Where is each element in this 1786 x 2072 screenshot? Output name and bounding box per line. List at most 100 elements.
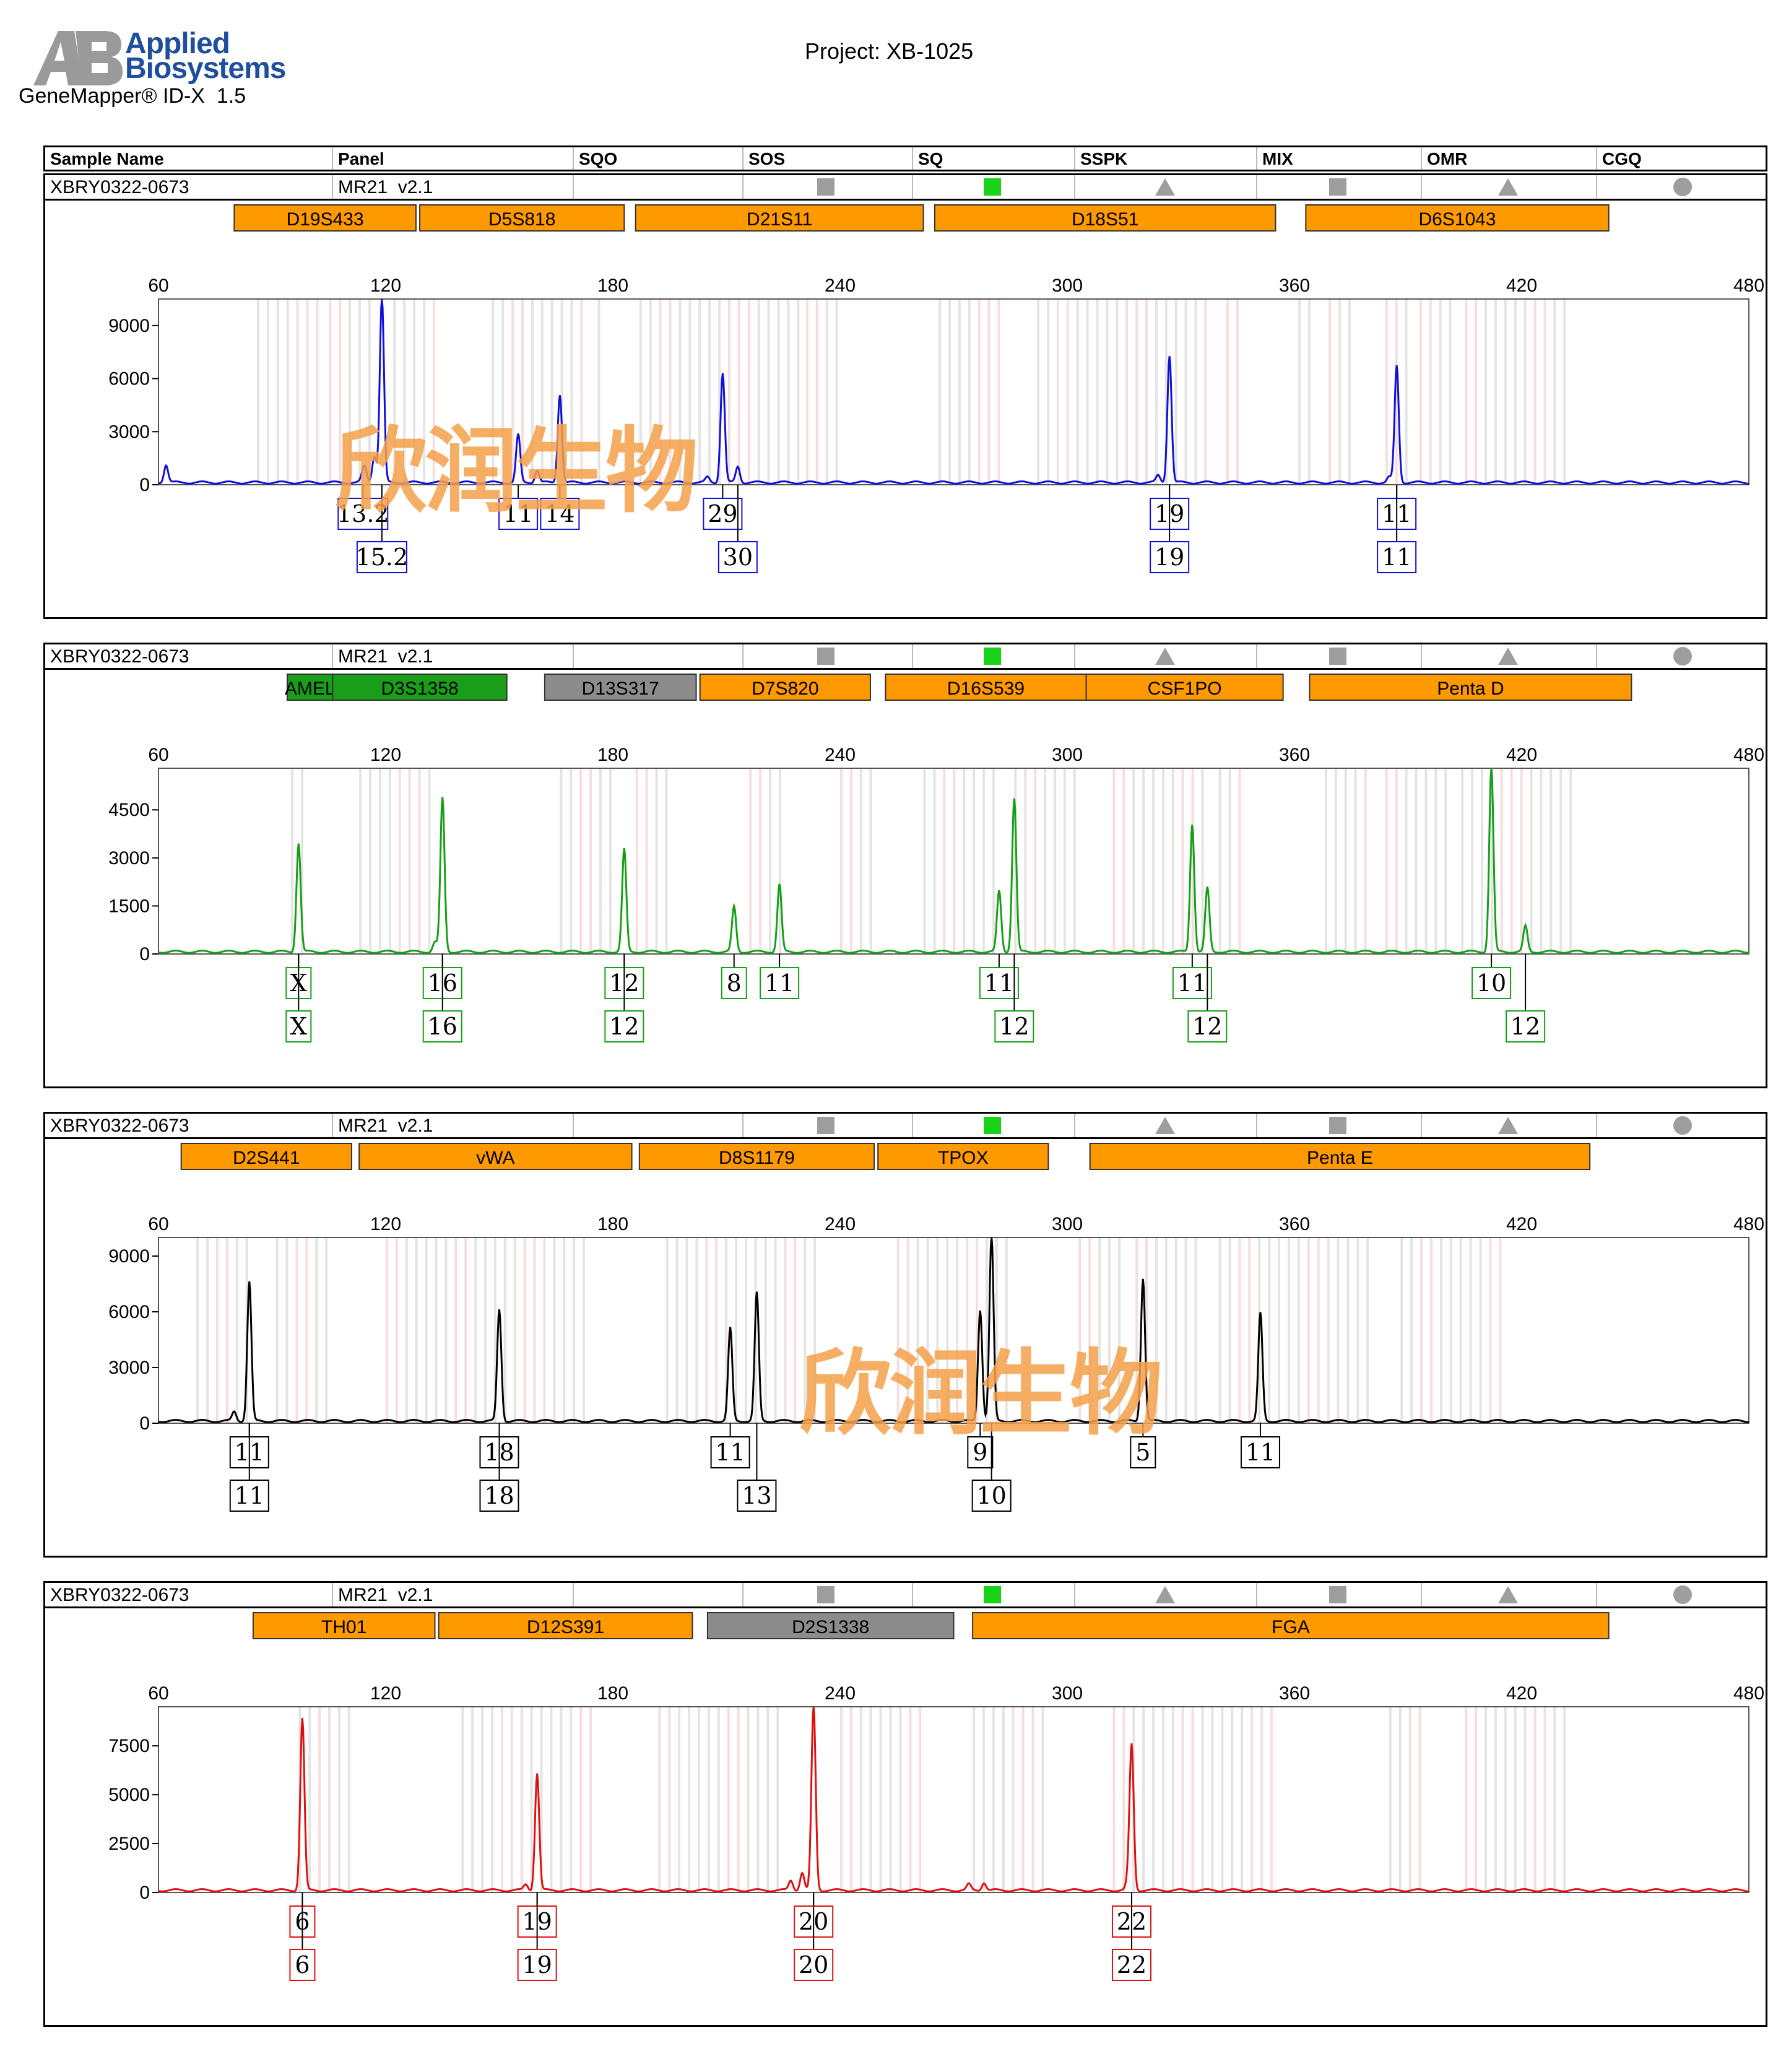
allele-call[interactable]: 11 xyxy=(229,1423,269,1512)
allele-call[interactable]: 12 xyxy=(604,954,644,1043)
marker-d2s441[interactable]: D2S441 xyxy=(180,1143,352,1170)
flag-triangle-icon[interactable] xyxy=(1498,647,1519,665)
flag-square-icon[interactable] xyxy=(982,1116,1004,1135)
flag-square-icon[interactable] xyxy=(982,178,1004,196)
flag-triangle-icon[interactable] xyxy=(1155,178,1176,196)
sample-row[interactable]: XBRY0322-0673 MR21 v2.1 xyxy=(45,644,1766,670)
x-tick-label: 480 xyxy=(1733,1214,1764,1234)
bin-line xyxy=(774,1238,777,1423)
marker-d5s818[interactable]: D5S818 xyxy=(419,204,625,232)
marker-d19s433[interactable]: D19S433 xyxy=(233,204,417,232)
flag-square-icon[interactable] xyxy=(816,647,837,665)
marker-th01[interactable]: TH01 xyxy=(252,1612,436,1639)
flag-square-icon[interactable] xyxy=(1328,178,1349,196)
header-col-sspk[interactable]: SSPK xyxy=(1074,147,1256,170)
allele-call[interactable]: 8 xyxy=(721,954,747,999)
flag-triangle-icon[interactable] xyxy=(1155,1585,1176,1604)
marker-penta-e[interactable]: Penta E xyxy=(1089,1143,1591,1170)
allele-call[interactable]: 11 xyxy=(760,954,800,999)
header-col-panel[interactable]: Panel xyxy=(332,147,573,170)
flag-square-icon[interactable] xyxy=(1328,647,1349,665)
header-col-sos[interactable]: SOS xyxy=(742,147,912,170)
allele-call[interactable]: 19 xyxy=(517,1892,557,1981)
allele-call[interactable]: 16 xyxy=(422,954,462,1043)
flag-square-icon[interactable] xyxy=(816,1585,837,1604)
header-col-omr[interactable]: OMR xyxy=(1421,147,1596,170)
bin-line xyxy=(308,1707,311,1892)
marker-csf1po[interactable]: CSF1PO xyxy=(1085,674,1284,701)
bin-line xyxy=(1012,1707,1015,1892)
flag-triangle-icon[interactable] xyxy=(1155,1116,1176,1135)
marker-d13s317[interactable]: D13S317 xyxy=(544,674,697,701)
header-col-cgq[interactable]: CGQ xyxy=(1596,147,1766,170)
allele-call[interactable]: 13 xyxy=(737,1423,777,1512)
allele-call[interactable]: 10 xyxy=(1472,954,1512,999)
flag-square-icon[interactable] xyxy=(816,178,837,196)
allele-label: 6 xyxy=(295,1951,310,1979)
bin-line xyxy=(1307,1238,1310,1423)
flag-square-icon[interactable] xyxy=(1328,1116,1349,1135)
marker-d16s539[interactable]: D16S539 xyxy=(885,674,1087,701)
flag-square-icon[interactable] xyxy=(982,647,1004,665)
flag-triangle-icon[interactable] xyxy=(1498,178,1519,196)
marker-d21s11[interactable]: D21S11 xyxy=(635,204,924,232)
allele-call[interactable]: 14 xyxy=(540,485,580,530)
allele-call[interactable]: 18 xyxy=(479,1423,519,1512)
allele-call[interactable]: 6 xyxy=(289,1892,316,1981)
marker-d6s1043[interactable]: D6S1043 xyxy=(1305,204,1610,232)
flag-triangle-icon[interactable] xyxy=(1155,647,1176,665)
header-col-sample-name[interactable]: Sample Name xyxy=(50,149,164,168)
marker-vwa[interactable]: vWA xyxy=(358,1143,633,1170)
allele-call[interactable]: 15.2 xyxy=(356,485,409,573)
header-col-sqo[interactable]: SQO xyxy=(573,147,742,170)
flag-triangle-icon[interactable] xyxy=(1498,1585,1519,1604)
marker-fga[interactable]: FGA xyxy=(972,1612,1610,1639)
allele-call[interactable]: 13.2 xyxy=(337,485,389,530)
marker-d18s51[interactable]: D18S51 xyxy=(934,204,1277,232)
flag-square-icon[interactable] xyxy=(982,1585,1004,1604)
bin-line xyxy=(669,299,672,485)
allele-label: 11 xyxy=(984,969,1014,997)
header-col-mix[interactable]: MIX xyxy=(1256,147,1421,170)
allele-call[interactable]: 12 xyxy=(994,954,1034,1043)
allele-call[interactable]: 20 xyxy=(794,1892,834,1981)
allele-call[interactable]: X xyxy=(285,954,312,1043)
bin-line xyxy=(1171,768,1174,954)
marker-penta-d[interactable]: Penta D xyxy=(1309,674,1632,701)
marker-d2s1338[interactable]: D2S1338 xyxy=(706,1612,955,1639)
allele-call[interactable]: 11 xyxy=(710,1423,750,1468)
allele-call[interactable]: 11 xyxy=(979,954,1019,999)
sample-row[interactable]: XBRY0322-0673 MR21 v2.1 xyxy=(45,1583,1766,1608)
allele-call[interactable]: 29 xyxy=(703,485,743,530)
allele-call[interactable]: 5 xyxy=(1130,1423,1156,1468)
marker-d8s1179[interactable]: D8S1179 xyxy=(638,1143,875,1170)
flag-circle-icon[interactable] xyxy=(1672,1116,1693,1135)
allele-call[interactable]: 11 xyxy=(1240,1423,1280,1468)
flag-triangle-icon[interactable] xyxy=(1498,1116,1519,1135)
allele-call[interactable]: 12 xyxy=(1506,954,1546,1043)
sample-row[interactable]: XBRY0322-0673 MR21 v2.1 xyxy=(45,175,1766,201)
allele-call[interactable]: 19 xyxy=(1150,485,1190,573)
marker-d7s820[interactable]: D7S820 xyxy=(699,674,871,701)
allele-call[interactable]: 22 xyxy=(1111,1892,1151,1981)
allele-call[interactable]: 11 xyxy=(1377,485,1417,573)
flag-circle-icon[interactable] xyxy=(1672,1585,1693,1604)
flag-circle-icon[interactable] xyxy=(1672,647,1693,665)
allele-call[interactable]: 9 xyxy=(967,1423,994,1468)
allele-call[interactable]: 30 xyxy=(717,485,758,573)
flag-circle-icon[interactable] xyxy=(1672,178,1693,196)
sample-row[interactable]: XBRY0322-0673 MR21 v2.1 xyxy=(45,1114,1766,1139)
marker-amel[interactable]: AMEL xyxy=(285,674,336,701)
allele-call[interactable]: 11 xyxy=(1172,954,1212,999)
allele-call[interactable]: 11 xyxy=(498,485,539,530)
header-col-sq[interactable]: SQ xyxy=(912,147,1074,170)
marker-d3s1358[interactable]: D3S1358 xyxy=(332,674,508,701)
allele-call[interactable]: 10 xyxy=(971,1423,1012,1512)
bin-line xyxy=(1540,768,1543,954)
flag-square-icon[interactable] xyxy=(1328,1585,1349,1604)
flag-square-icon[interactable] xyxy=(816,1116,837,1135)
marker-d12s391[interactable]: D12S391 xyxy=(438,1612,693,1639)
marker-tpox[interactable]: TPOX xyxy=(877,1143,1049,1170)
bin-line xyxy=(727,299,730,485)
allele-call[interactable]: 12 xyxy=(1187,954,1228,1043)
